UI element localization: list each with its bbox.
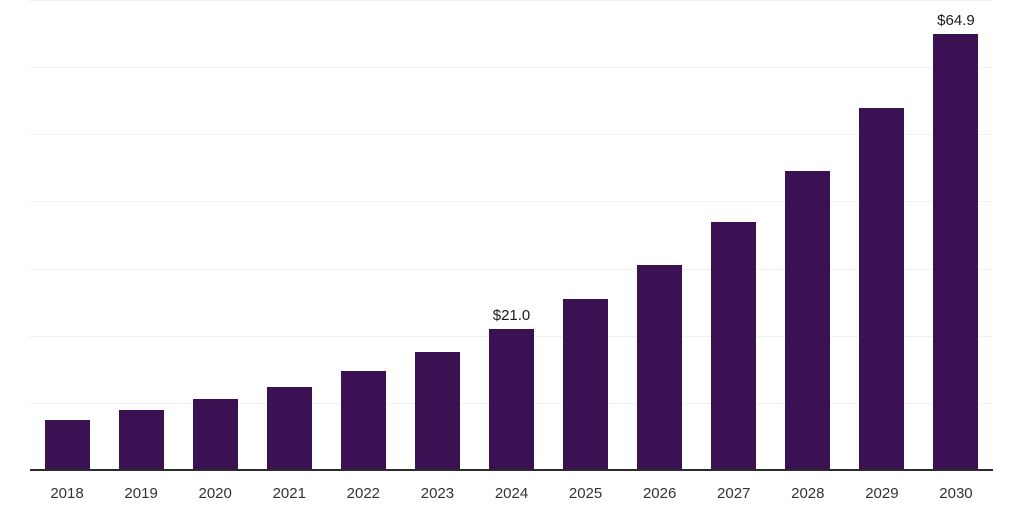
x-tick-label-2030: 2030 <box>939 485 973 502</box>
x-tick-label-2023: 2023 <box>420 485 455 502</box>
bar-2018 <box>45 420 90 470</box>
x-tick-label-2018: 2018 <box>50 485 84 502</box>
gridline <box>30 201 993 202</box>
bar-value-label-2030: $64.9 <box>937 12 975 29</box>
bar-2020 <box>193 399 238 470</box>
bar-2022 <box>341 371 386 470</box>
x-tick-label-2029: 2029 <box>865 485 899 502</box>
x-tick-label-2026: 2026 <box>642 485 677 502</box>
bar-2026 <box>637 265 682 470</box>
bar-2021 <box>267 387 312 470</box>
gridline <box>30 0 993 1</box>
bar-2029 <box>859 108 904 470</box>
x-tick-label-2022: 2022 <box>346 485 381 502</box>
x-tick-label-2027: 2027 <box>717 485 751 502</box>
x-tick-label-2019: 2019 <box>124 485 158 502</box>
x-tick-label-2024: 2024 <box>494 485 529 502</box>
gridline <box>30 269 993 270</box>
plot-area: 2018 2019 2020 2021 2022 2023 $21.0 2024 2025 202… <box>30 0 993 512</box>
x-axis-line <box>30 469 993 471</box>
x-tick-label-2021: 2021 <box>272 485 306 502</box>
bar-2023 <box>415 352 460 470</box>
x-tick-label-2020: 2020 <box>198 485 232 502</box>
gridline <box>30 67 993 68</box>
bar-value-label-2024: $21.0 <box>492 307 531 324</box>
bar-2019 <box>119 410 164 470</box>
bar-2027 <box>711 222 756 470</box>
x-tick-label-2028: 2028 <box>791 485 825 502</box>
bar-2024 <box>489 329 534 470</box>
bar-2025 <box>563 299 608 470</box>
bar-2030 <box>933 34 978 470</box>
gridline <box>30 134 993 135</box>
bar-2028 <box>785 171 830 470</box>
x-tick-label-2025: 2025 <box>568 485 603 502</box>
